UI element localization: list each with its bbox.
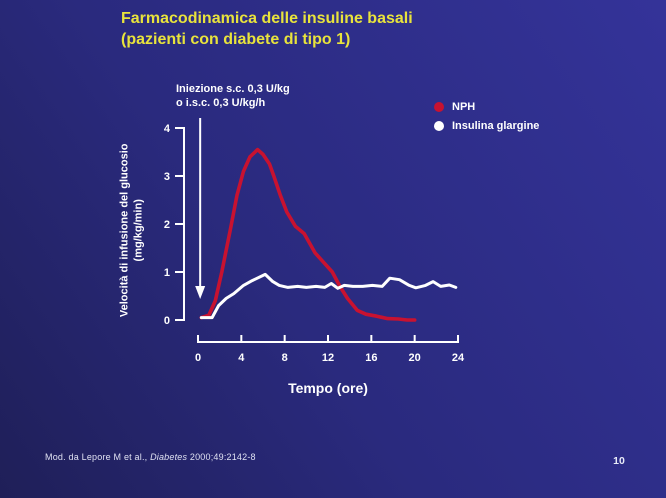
citation-prefix: Mod. da Lepore M et al., [45,452,151,462]
citation-suffix: 2000;49:2142-8 [187,452,256,462]
y-tick-label: 3 [164,171,170,183]
y-tick-label: 1 [164,267,170,279]
x-tick-label: 12 [322,352,334,364]
x-tick-label: 0 [195,352,201,364]
y-tick-label: 2 [164,219,170,231]
citation-journal: Diabetes [150,452,188,462]
x-tick-label: 16 [365,352,377,364]
x-tick-label: 4 [238,352,245,364]
page-number: 10 [613,455,625,467]
series-line-nph [199,147,417,322]
y-tick-label: 4 [164,123,171,135]
y-tick-label: 0 [164,315,170,327]
chart-legend: NPH Insulina glargine [434,101,539,139]
series-line-glargine [199,272,458,320]
source-citation: Mod. da Lepore M et al., Diabetes 2000;4… [45,452,256,462]
x-tick-label: 20 [409,352,421,364]
x-tick-label: 24 [452,352,465,364]
injection-arrow-head [195,286,206,299]
glargine-dot-icon [434,121,444,131]
legend-item-glargine: Insulina glargine [434,120,539,132]
legend-label-glargine: Insulina glargine [452,120,540,132]
x-tick-label: 8 [282,352,288,364]
legend-item-nph: NPH [434,101,539,113]
legend-label-nph: NPH [452,101,476,113]
injection-annotation: Iniezione s.c. 0,3 U/kg o i.s.c. 0,3 U/k… [176,83,290,110]
slide-title: Farmacodinamica delle insuline basali (p… [121,10,413,49]
x-axis-label: Tempo (ore) [288,380,368,396]
nph-dot-icon [434,102,444,112]
